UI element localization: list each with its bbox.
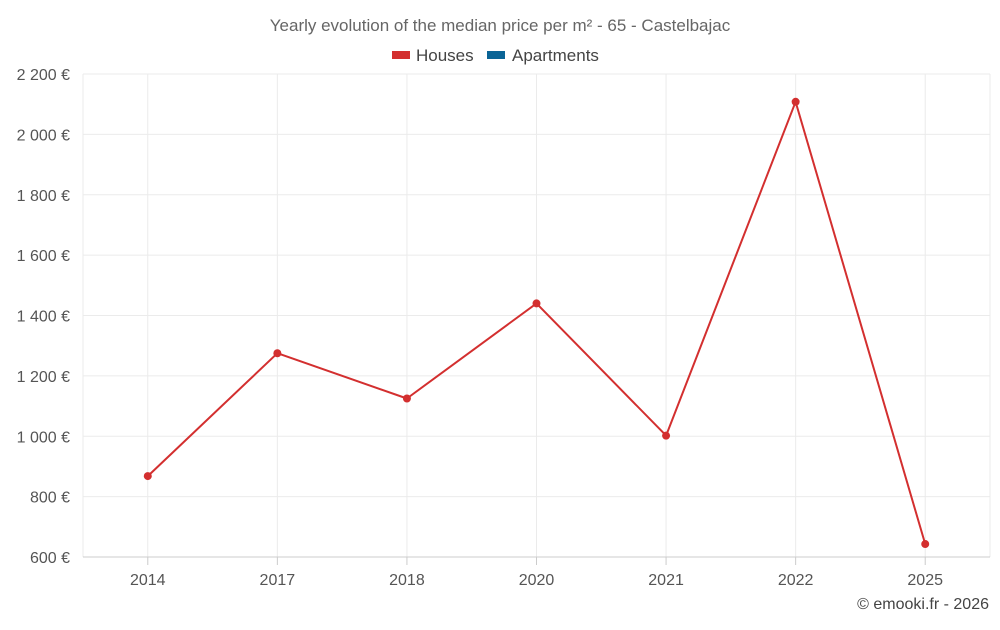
data-point-houses[interactable] [143, 472, 152, 481]
legend-swatch-apartments [487, 51, 505, 59]
series-layer [143, 97, 930, 549]
y-tick-label: 1 200 € [17, 369, 70, 386]
legend-label-houses: Houses [416, 46, 474, 65]
data-point-houses[interactable] [532, 299, 541, 308]
grid-lines [82, 73, 991, 558]
y-tick-label: 1 800 € [17, 188, 70, 205]
y-tick-label: 1 400 € [17, 309, 70, 326]
x-tick-label: 2020 [519, 572, 555, 589]
x-tick-label: 2021 [648, 572, 684, 589]
y-tick-label: 1 600 € [17, 248, 70, 265]
legend-swatch-houses [392, 51, 410, 59]
credit-label: © emooki.fr - 2026 [857, 596, 989, 613]
data-point-houses[interactable] [402, 394, 411, 403]
y-tick-label: 2 000 € [17, 127, 70, 144]
y-tick-label: 600 € [30, 550, 70, 567]
x-tick-label: 2018 [389, 572, 425, 589]
x-tick-label: 2017 [260, 572, 296, 589]
x-tick-label: 2022 [778, 572, 814, 589]
y-axis: 600 € 800 € 1 000 € 1 200 € 1 400 € 1 600 € 1 … [17, 67, 70, 567]
legend-item-houses[interactable]: Houses [392, 46, 474, 65]
legend-item-apartments[interactable]: Apartments [487, 46, 599, 65]
data-point-houses[interactable] [791, 97, 800, 106]
data-point-houses[interactable] [273, 349, 282, 358]
data-point-houses[interactable] [662, 431, 671, 440]
y-tick-label: 1 000 € [17, 429, 70, 446]
chart-title: Yearly evolution of the median price per… [270, 16, 731, 35]
x-axis: 2014 2017 2018 2020 2021 2022 2025 [83, 556, 990, 589]
x-tick-label: 2014 [130, 572, 166, 589]
legend-label-apartments: Apartments [512, 46, 599, 65]
y-tick-label: 800 € [30, 490, 70, 507]
x-tick-label: 2025 [907, 572, 943, 589]
data-point-houses[interactable] [921, 540, 930, 549]
legend: Houses Apartments [392, 46, 599, 65]
y-tick-label: 2 200 € [17, 67, 70, 84]
